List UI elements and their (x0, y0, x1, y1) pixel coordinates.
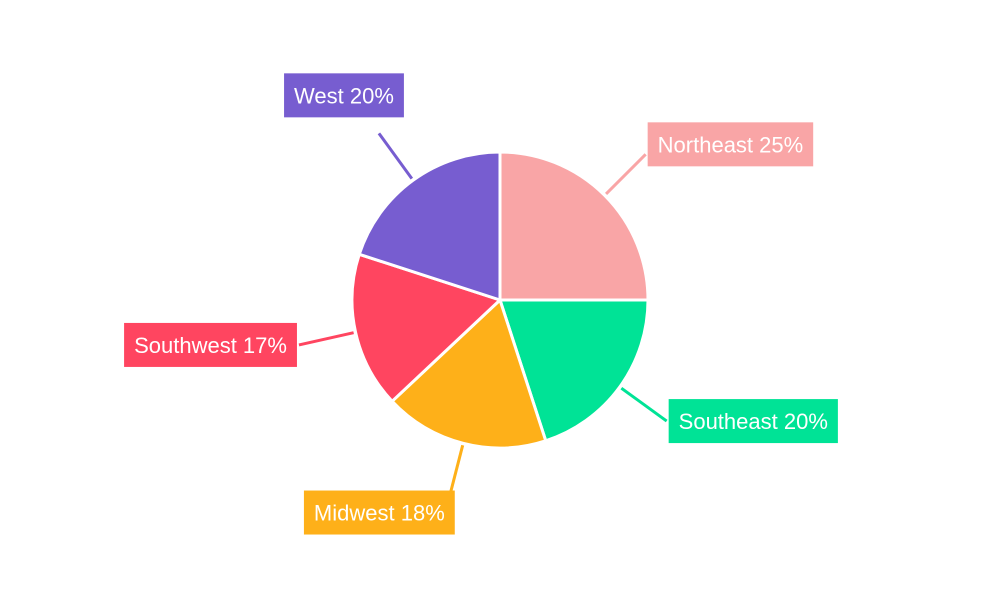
data-label-text: Southeast 20% (679, 409, 828, 434)
data-label-midwest: Midwest 18% (303, 490, 455, 535)
slice-midwest[interactable] (389, 297, 548, 450)
data-label-box (668, 399, 838, 444)
slice-northeast[interactable] (498, 150, 650, 302)
data-label-southwest: Southwest 17% (124, 322, 297, 367)
leader-line-northeast (605, 153, 647, 195)
data-label-west: West 20% (284, 73, 404, 118)
data-label-text: Southwest 17% (134, 333, 287, 358)
data-label-text: Northeast 25% (658, 132, 804, 157)
slice-west[interactable] (357, 150, 502, 303)
leader-line-southeast (620, 386, 668, 423)
data-label-box (303, 490, 455, 535)
data-label-text: West 20% (294, 83, 394, 108)
leader-line-midwest (447, 444, 465, 500)
data-label-box (124, 322, 297, 367)
leader-line-southwest (298, 331, 354, 347)
leader-line-west (377, 132, 414, 180)
slice-southeast[interactable] (497, 298, 650, 443)
labels: Northeast 25% Southeast 20% Midwest 18% Sou… (124, 73, 838, 535)
data-label-box (284, 73, 404, 118)
data-label-text: Midwest 18% (314, 501, 445, 526)
slice-southwest[interactable] (350, 252, 503, 404)
data-label-northeast: Northeast 25% (647, 122, 814, 167)
data-label-box (647, 122, 814, 167)
data-label-southeast: Southeast 20% (668, 399, 838, 444)
